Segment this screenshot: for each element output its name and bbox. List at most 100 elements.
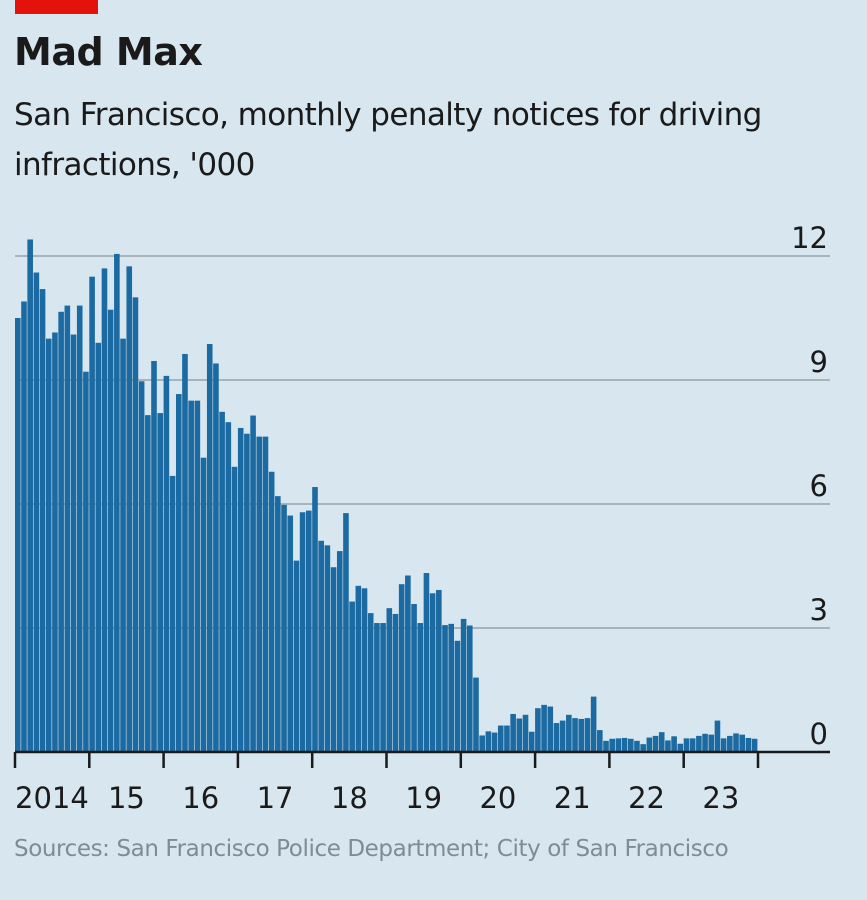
- bar: [646, 737, 653, 752]
- bar: [677, 743, 684, 752]
- bar: [367, 613, 374, 752]
- bar: [590, 696, 597, 752]
- bar: [306, 510, 312, 752]
- bar: [244, 433, 250, 752]
- bar: [169, 475, 176, 752]
- bar: [70, 334, 77, 752]
- bar: [504, 725, 510, 752]
- bar: [219, 411, 225, 752]
- bar: [411, 604, 417, 752]
- bar: [157, 413, 163, 752]
- bar: [553, 723, 560, 752]
- bar: [621, 737, 628, 752]
- x-tick-label: 2014: [15, 781, 89, 815]
- bar: [466, 625, 473, 752]
- bar: [658, 732, 665, 752]
- bar: [312, 487, 318, 752]
- bar: [597, 730, 603, 752]
- bar: [522, 714, 529, 752]
- bar: [398, 584, 405, 752]
- bar: [714, 720, 721, 752]
- bar: [405, 575, 411, 752]
- bar: [603, 740, 609, 752]
- bar: [21, 301, 27, 752]
- bar: [665, 740, 671, 752]
- bar: [107, 309, 114, 752]
- y-tick-label: 12: [791, 221, 828, 255]
- bar: [547, 706, 554, 752]
- bar: [45, 338, 52, 752]
- chart-title: Mad Max: [14, 30, 203, 74]
- bar: [727, 735, 733, 752]
- bar: [745, 737, 752, 752]
- bar: [578, 718, 585, 752]
- bar: [510, 713, 516, 752]
- bar: [194, 400, 201, 752]
- bar: [485, 731, 492, 752]
- bar: [355, 585, 362, 752]
- bar: [386, 608, 393, 752]
- bar: [696, 735, 702, 752]
- bar: [126, 266, 133, 752]
- bar: [206, 344, 213, 752]
- bar: [361, 588, 368, 752]
- bar: [473, 677, 479, 752]
- bar: [293, 560, 300, 752]
- bar: [417, 623, 424, 752]
- bar: [200, 457, 207, 752]
- bar: [163, 375, 170, 752]
- bar: [256, 436, 263, 752]
- bar: [652, 735, 659, 752]
- x-tick-label: 19: [405, 781, 442, 815]
- bar: [237, 427, 244, 752]
- bar: [330, 567, 337, 752]
- bar: [374, 623, 380, 752]
- source-note: Sources: San Francisco Police Department…: [14, 836, 729, 862]
- bar: [671, 736, 677, 752]
- y-tick-label: 6: [810, 469, 828, 503]
- bar: [52, 332, 58, 752]
- bar: [15, 318, 21, 752]
- bar: [27, 239, 33, 752]
- bar: [460, 618, 467, 752]
- bar: [299, 512, 306, 752]
- bar: [702, 733, 708, 752]
- x-tick-label: 18: [331, 781, 368, 815]
- bar: [535, 708, 541, 752]
- bar: [392, 613, 399, 752]
- bar: [175, 394, 182, 752]
- x-tick-label: 16: [182, 781, 219, 815]
- bar: [615, 738, 622, 752]
- bar: [336, 551, 343, 752]
- x-tick-label: 22: [628, 781, 665, 815]
- bar: [751, 738, 758, 752]
- bar: [423, 573, 430, 752]
- y-tick-label: 3: [810, 593, 828, 627]
- bar: [120, 338, 126, 752]
- bar: [33, 272, 40, 752]
- bar: [83, 371, 89, 752]
- bar: [262, 436, 269, 752]
- bar: [250, 415, 256, 752]
- bar: [640, 744, 646, 752]
- bar: [380, 623, 386, 752]
- x-tick-label: 23: [702, 781, 739, 815]
- bar: [442, 625, 448, 752]
- bar: [720, 738, 727, 752]
- bar: [182, 353, 188, 752]
- bar: [609, 738, 615, 752]
- chart-subtitle: San Francisco, monthly penalty notices f…: [14, 97, 762, 183]
- bar: [627, 738, 634, 752]
- bar: [634, 740, 640, 752]
- bar: [138, 381, 145, 752]
- bar: [689, 738, 696, 752]
- bar: [683, 738, 690, 752]
- bar: [64, 305, 71, 752]
- bar: [225, 422, 232, 752]
- x-tick-label: 20: [479, 781, 516, 815]
- bar: [739, 734, 746, 752]
- bar: [281, 504, 287, 752]
- bar: [566, 714, 572, 752]
- bar: [39, 289, 46, 752]
- bar: [349, 601, 355, 752]
